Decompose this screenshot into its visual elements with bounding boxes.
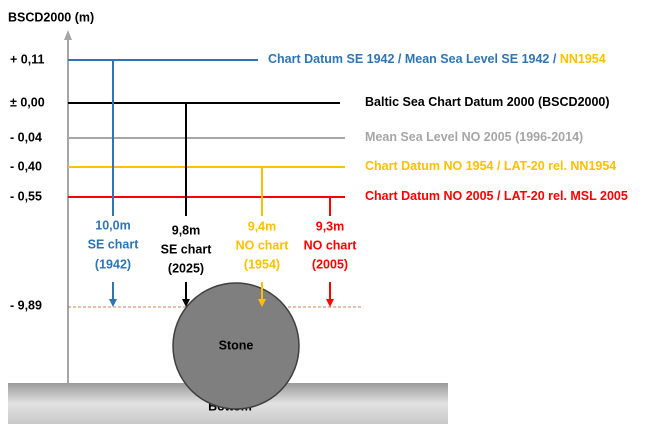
chart-line: (2005) [312,257,348,271]
level-label: - 0,55 [10,189,42,203]
chart-line: NO chart [304,238,358,252]
level-label: ± 0,00 [10,95,45,109]
level-label: - 0,40 [10,159,42,173]
chart-depth: 9,4m [248,219,277,233]
level-label: - 0,04 [10,130,42,144]
level-name: Chart Datum SE 1942 / Mean Sea Level SE … [268,52,606,66]
level-name-part: Chart Datum NO 2005 / LAT-20 rel. MSL 20… [365,189,628,203]
arrow-head [326,299,334,307]
chart-line: (1942) [95,257,131,271]
level-name-part: Baltic Sea Chart Datum 2000 (BSCD2000) [365,95,610,109]
level-label: + 0,11 [10,52,44,66]
chart-line: NO chart [236,238,290,252]
level-name-part: NN1954 [560,52,606,66]
level-name: Chart Datum NO 1954 / LAT-20 rel. NN1954 [365,159,616,173]
level-name-part: Mean Sea Level NO 2005 (1996-2014) [365,130,583,144]
chart-line: (2025) [168,261,204,275]
chart-line: (1954) [244,257,280,271]
arrow-head [182,299,190,307]
level-name: Mean Sea Level NO 2005 (1996-2014) [365,130,583,144]
arrow-head [258,299,266,307]
chart-depth: 10,0m [95,218,130,232]
level-name-part: Chart Datum NO 1954 / LAT-20 rel. NN1954 [365,159,616,173]
stone-label: Stone [219,338,254,352]
stone [172,282,300,410]
chart-depth: 9,3m [316,219,345,233]
level-name: Baltic Sea Chart Datum 2000 (BSCD2000) [365,95,610,109]
axis-title: BSCD2000 (m) [8,10,94,24]
level-name: Chart Datum NO 2005 / LAT-20 rel. MSL 20… [365,189,628,203]
axis-arrow [64,30,72,40]
chart-line: SE chart [88,237,140,251]
seabed-level: - 9,89 [10,298,42,312]
arrow-head [109,299,117,307]
chart-line: SE chart [161,242,213,256]
chart-depth: 9,8m [172,223,201,237]
level-name-part: Chart Datum SE 1942 / Mean Sea Level SE … [268,52,560,66]
